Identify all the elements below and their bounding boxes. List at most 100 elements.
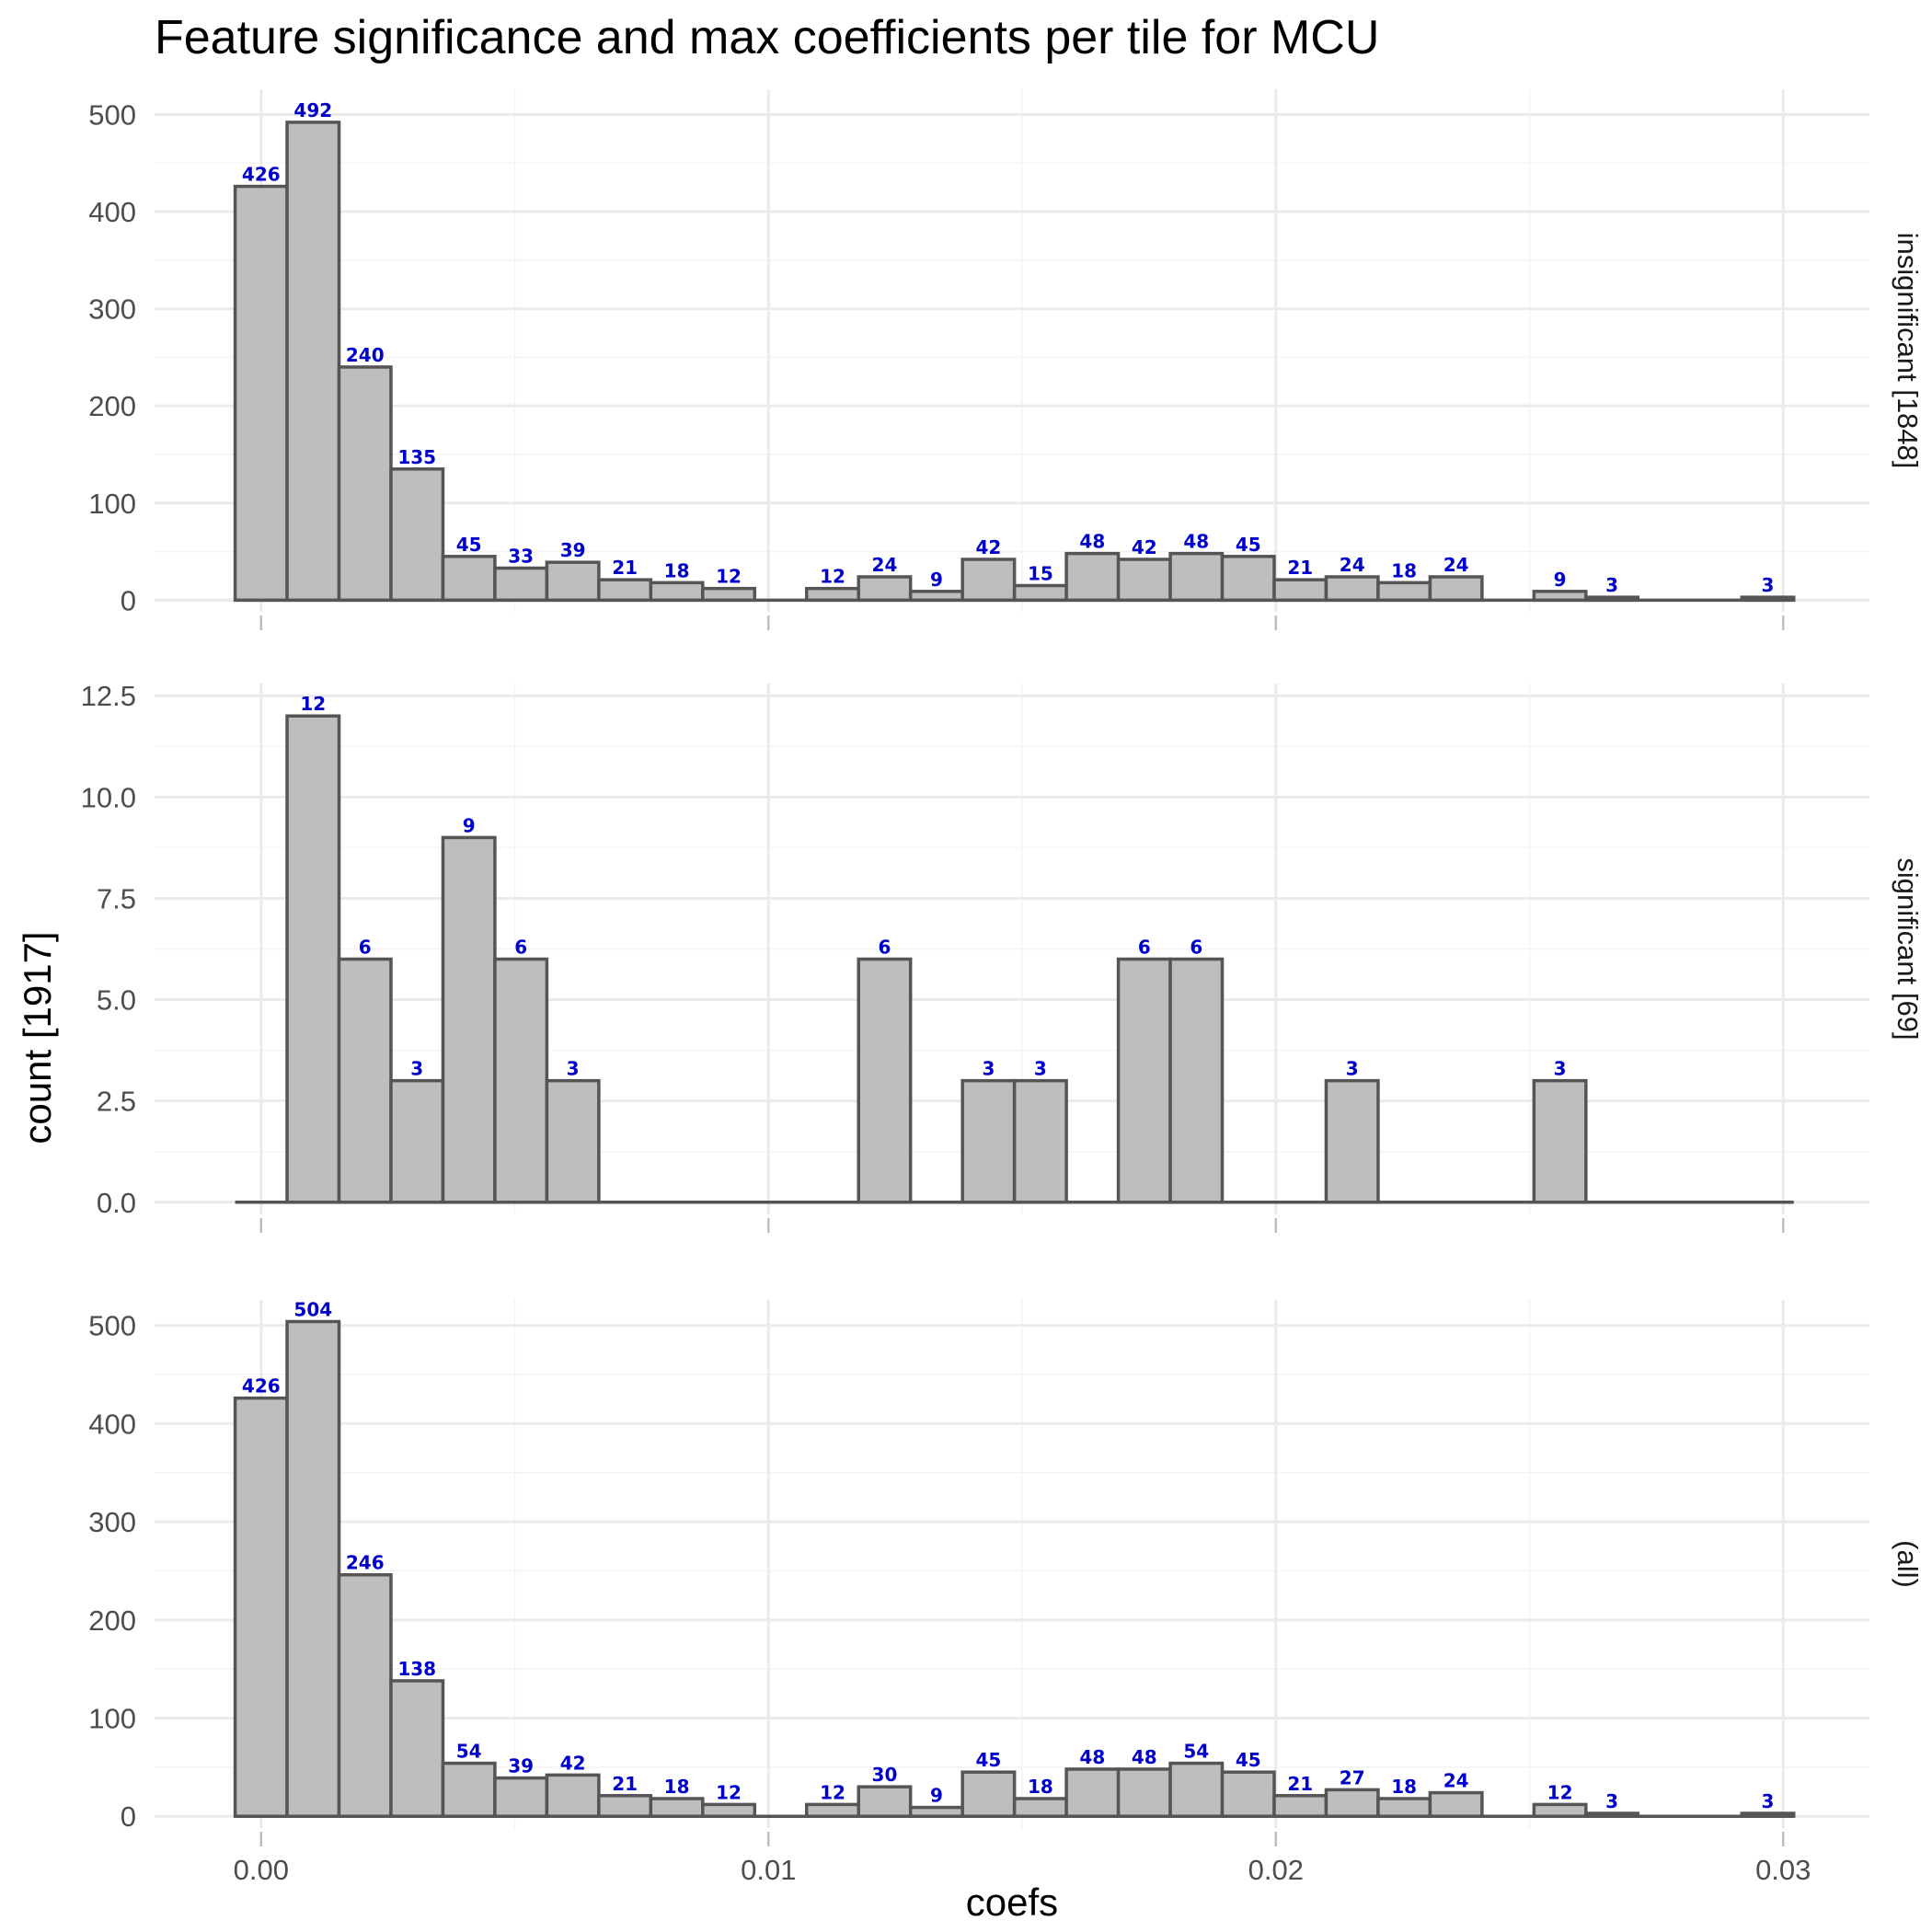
bar-count-label: 24 [872,554,898,576]
y-tick-label: 200 [88,1604,136,1637]
bar-count-label: 12 [820,566,845,588]
histogram-bar [285,714,341,1204]
bar-count-label: 39 [560,539,586,561]
x-tick-label: 0.02 [1248,1854,1304,1886]
bar-count-label: 18 [1391,559,1417,581]
bar-count-label: 54 [1183,1741,1209,1763]
y-tick-label: 200 [88,390,136,422]
bar-count-label: 45 [1236,534,1261,556]
bar-count-label: 138 [397,1658,436,1680]
bar-count-label: 39 [508,1755,534,1777]
histogram-bar [1012,583,1068,603]
histogram-bar [1532,1802,1588,1818]
facet-strip-label: insignificant [1848] [1892,233,1924,469]
bar-count-label: 504 [293,1298,332,1320]
x-tick-label: 0.03 [1755,1854,1811,1886]
y-tick-label: 100 [88,488,136,520]
histogram-bar [493,1776,549,1818]
bar-count-label: 45 [1236,1749,1261,1771]
chart-title: Feature significance and max coefficient… [155,11,1379,64]
histogram-bar [233,184,289,603]
histogram-bar [701,1802,757,1818]
histogram-bar [545,560,601,603]
histogram-bar [1532,590,1588,603]
histogram-bar [1376,1797,1432,1818]
bar-count-label: 12 [820,1781,845,1803]
bar-count-label: 6 [1138,937,1151,959]
facet-strip-label: (all) [1892,1540,1924,1588]
bar-count-label: 48 [1132,1746,1157,1768]
bar-count-label: 18 [1391,1776,1417,1798]
histogram-bar [389,1078,445,1204]
x-tick-label: 0.01 [741,1854,796,1886]
bar-count-label: 21 [612,1773,638,1795]
x-axis: 0.00 0.01 0.02 0.03 [234,1854,1811,1886]
histogram-bar [597,578,653,603]
bar-count-label: 426 [242,164,281,186]
histogram-bar [701,586,757,603]
histogram-bar [389,467,445,603]
histogram-bar [805,586,860,603]
y-tick-label: 2.5 [97,1086,136,1118]
histogram-bar [1012,1797,1068,1818]
bar-count-label: 24 [1340,554,1365,576]
y-tick-label: 7.5 [97,882,136,914]
bar-count-label: 9 [930,569,943,591]
bar-count-label: 9 [1554,569,1567,591]
histogram-bar [1064,1767,1121,1818]
facet-strip-label: significant [69] [1892,857,1924,1040]
bar-count-label: 18 [1028,1776,1053,1798]
bar-count-label: 42 [975,536,1001,558]
bar-count-label: 30 [872,1764,898,1786]
x-axis-title: coefs [966,1880,1058,1924]
bar-count-label: 3 [567,1058,580,1080]
y-tick-label: 0 [121,584,136,616]
histogram-bar [908,1805,964,1818]
y-tick-label: 12.5 [81,680,136,712]
bar-count-label: 3 [982,1058,995,1080]
bar-count-label: 6 [1190,937,1202,959]
histogram-bar [441,555,497,603]
bar-count-label: 54 [456,1741,482,1763]
bar-count-label: 3 [1034,1058,1047,1080]
bar-count-label: 45 [975,1749,1001,1771]
y-tick-label: 10.0 [81,781,136,813]
histogram-bar [1168,551,1225,603]
histogram-bar [597,1794,653,1818]
histogram-bar [337,957,393,1204]
bar-count-label: 24 [1443,1770,1469,1792]
bar-count-label: 18 [664,559,690,581]
histogram-bar [441,1761,497,1818]
bar-count-label: 15 [1028,562,1053,584]
histogram-bar [1584,595,1640,603]
bar-count-label: 18 [664,1776,690,1798]
histogram-bar [649,581,705,603]
bar-count-label: 492 [293,99,332,121]
y-tick-label: 500 [88,98,136,131]
histogram-bar [1324,575,1380,603]
bar-count-label: 12 [716,1781,742,1803]
histogram-bar [1168,1761,1225,1818]
bar-count-label: 42 [1132,536,1157,558]
y-tick-label: 400 [88,196,136,228]
histogram-bar [1740,1811,1796,1818]
histogram-bar [389,1679,445,1818]
histogram-bar [545,1773,601,1818]
histogram-bar [1012,1078,1068,1204]
bar-count-label: 3 [1605,574,1618,596]
histogram-bar [1740,595,1796,603]
histogram-bar [960,1770,1017,1818]
y-tick-label: 100 [88,1703,136,1735]
bar-count-label: 21 [612,557,638,579]
y-tick-label: 300 [88,293,136,326]
bar-count-label: 42 [560,1752,586,1774]
histogram-bar [493,566,549,603]
histogram-bar [1428,575,1484,603]
histogram-bar [493,957,549,1204]
histogram-bar [857,957,913,1204]
histogram-bar [1428,1790,1484,1818]
bar-count-label: 48 [1183,531,1209,553]
histogram-bar [1376,581,1432,603]
